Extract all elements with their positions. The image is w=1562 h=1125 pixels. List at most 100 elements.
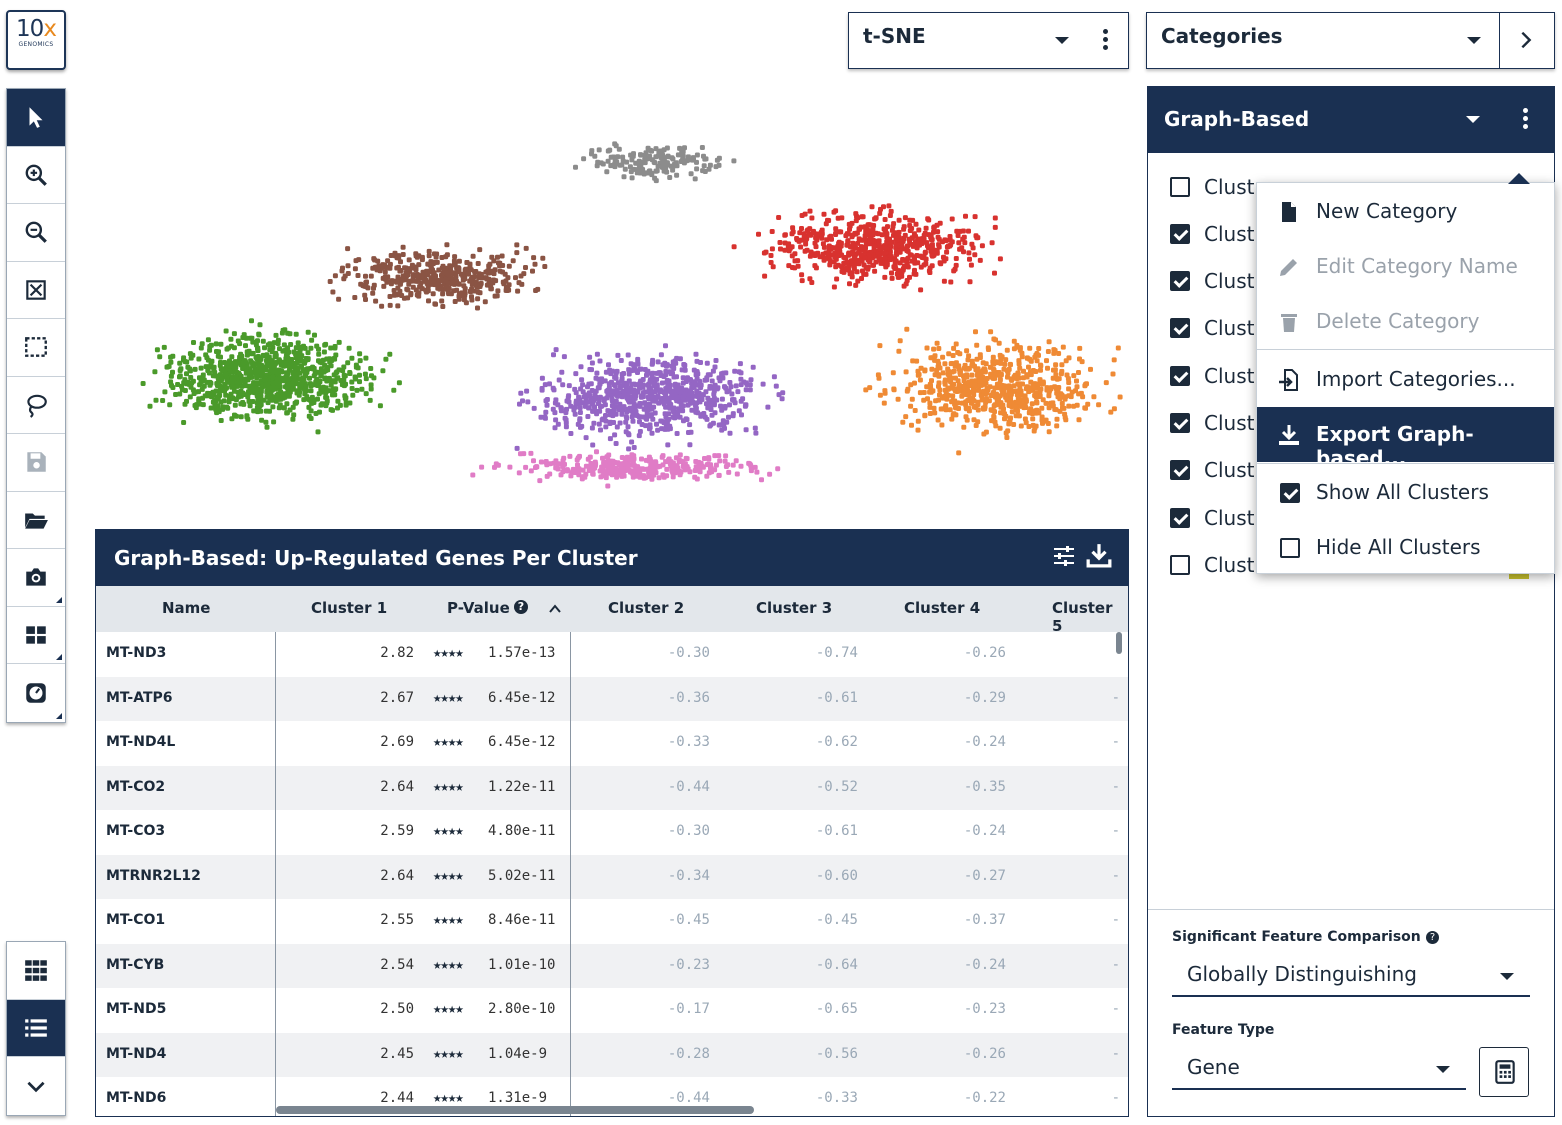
checkbox-icon	[1280, 538, 1300, 558]
cluster-2-value: -0.33	[667, 734, 710, 750]
cluster-item[interactable]: Clust	[1170, 551, 1254, 581]
table-body: MT-ND3 2.82 ★★★★ 1.57e-13 -0.30 -0.74 -0.26 MT-…	[96, 632, 1128, 1116]
fit-view-button[interactable]	[7, 262, 65, 319]
save-button[interactable]	[7, 434, 65, 492]
kebab-menu-icon[interactable]	[1523, 108, 1528, 132]
calculator-button[interactable]	[1479, 1047, 1529, 1097]
menu-export-graph-based[interactable]: Export Graph-based...	[1257, 407, 1554, 470]
menu-delete-category[interactable]: Delete Category	[1257, 294, 1554, 349]
import-icon	[1279, 369, 1298, 391]
lasso-select-button[interactable]	[7, 377, 65, 434]
col-cluster-4[interactable]: Cluster 4	[904, 599, 981, 617]
checkbox-checked-icon[interactable]	[1170, 413, 1190, 433]
checkbox-checked-icon[interactable]	[1170, 365, 1190, 386]
table-row[interactable]: MT-CO1 2.55 ★★★★ 8.46e-11 -0.45 -0.45 -0.37 -	[96, 899, 1128, 944]
menu-new-category[interactable]: New Category	[1257, 184, 1554, 239]
p-value: 8.46e-11	[488, 912, 556, 928]
panel-mode-dropdown[interactable]: Categories	[1146, 12, 1555, 69]
cluster-4-value: -0.24	[963, 734, 1006, 750]
table-row[interactable]: MT-ND4 2.45 ★★★★ 1.04e-9 -0.28 -0.56 -0.26 -	[96, 1032, 1128, 1077]
table-row[interactable]: MT-ND4L 2.69 ★★★★ 6.45e-12 -0.33 -0.62 -0.24 -	[96, 721, 1128, 766]
checkbox-checked-icon[interactable]	[1170, 271, 1190, 292]
menu-hide-all-clusters[interactable]: Hide All Clusters	[1257, 520, 1554, 575]
p-value: 2.80e-10	[488, 1001, 556, 1017]
open-folder-button[interactable]	[7, 492, 65, 549]
checkbox-checked-icon[interactable]	[1170, 460, 1190, 481]
camera-icon	[26, 568, 46, 586]
table-row[interactable]: MTRNR2L12 2.64 ★★★★ 5.02e-11 -0.34 -0.60 -0.27…	[96, 854, 1128, 899]
scatter-points	[140, 141, 1123, 489]
p-value: 1.31e-9	[488, 1090, 548, 1106]
cluster-item[interactable]: Clust	[1170, 173, 1254, 203]
file-icon	[1282, 202, 1296, 222]
table-row[interactable]: MT-ND5 2.50 ★★★★ 2.80e-10 -0.17 -0.65 -0.23 -	[96, 988, 1128, 1033]
rect-select-button[interactable]	[7, 319, 65, 377]
menu-import-categories[interactable]: Import Categories...	[1257, 352, 1554, 407]
cluster-item[interactable]: Clust	[1170, 315, 1254, 345]
vertical-scrollbar[interactable]	[1116, 632, 1122, 654]
cluster-3-value: -0.65	[815, 1001, 858, 1017]
help-icon[interactable]: ?	[1426, 931, 1439, 944]
tsne-scatter-plot[interactable]	[75, 130, 1135, 510]
checkbox-checked-icon[interactable]	[1170, 223, 1190, 244]
feature-type-select[interactable]: Gene	[1172, 1046, 1466, 1090]
sort-up-icon[interactable]	[548, 602, 562, 614]
cluster-1-value: 2.64	[380, 778, 414, 795]
col-cluster-1[interactable]: Cluster 1	[311, 599, 388, 617]
cluster-3-value: -0.61	[815, 823, 858, 839]
cluster-2-value: -0.44	[667, 1090, 710, 1106]
cluster-1-value: 2.44	[380, 1090, 414, 1106]
cluster-5-value: -	[1111, 1001, 1120, 1017]
table-row[interactable]: MT-ND3 2.82 ★★★★ 1.57e-13 -0.30 -0.74 -0.26	[96, 632, 1128, 677]
menu-show-all-clusters[interactable]: Show All Clusters	[1257, 465, 1554, 520]
table-row[interactable]: MT-ATP6 2.67 ★★★★ 6.45e-12 -0.36 -0.61 -0.29 -	[96, 676, 1128, 721]
gauge-button[interactable]	[7, 664, 65, 722]
projection-dropdown[interactable]: t-SNE	[848, 12, 1129, 69]
cluster-5-value: -	[1111, 734, 1120, 750]
horizontal-scrollbar[interactable]	[276, 1106, 754, 1114]
collapse-button[interactable]	[7, 1057, 65, 1115]
cluster-1-value: 2.69	[380, 734, 414, 750]
col-name[interactable]: Name	[162, 599, 211, 617]
zoom-out-button[interactable]	[7, 204, 65, 262]
col-pvalue[interactable]: P-Value	[447, 599, 510, 617]
cluster-item[interactable]: Clust	[1170, 504, 1254, 534]
checkbox-checked-icon[interactable]	[1170, 318, 1190, 339]
chevron-right-icon[interactable]	[1515, 29, 1537, 51]
significance-stars: ★★★★	[433, 1090, 464, 1106]
kebab-menu-icon[interactable]	[1103, 29, 1108, 53]
checkbox-icon[interactable]	[1170, 554, 1190, 575]
cluster-item[interactable]: Clust	[1170, 362, 1254, 392]
menu-edit-category[interactable]: Edit Category Name	[1257, 239, 1554, 294]
screenshot-button[interactable]	[7, 549, 65, 607]
submenu-corner-icon	[56, 654, 62, 660]
grid-view-button[interactable]	[7, 942, 65, 1000]
list-view-button[interactable]	[7, 999, 65, 1057]
comparison-select[interactable]: Globally Distinguishing	[1172, 953, 1530, 997]
filter-settings-icon[interactable]	[1051, 544, 1077, 568]
category-context-menu: New Category Edit Category Name Delete C…	[1256, 182, 1555, 574]
cluster-item[interactable]: Clust	[1170, 410, 1254, 440]
table-row[interactable]: MT-CO3 2.59 ★★★★ 4.80e-11 -0.30 -0.61 -0.24 -	[96, 810, 1128, 855]
table-row[interactable]: MT-CYB 2.54 ★★★★ 1.01e-10 -0.23 -0.64 -0.24 -	[96, 943, 1128, 988]
download-icon[interactable]	[1086, 542, 1112, 568]
col-cluster-3[interactable]: Cluster 3	[756, 599, 833, 617]
cluster-label: Clust	[1204, 316, 1255, 341]
layout-button[interactable]	[7, 607, 65, 664]
category-dropdown[interactable]: Graph-Based	[1148, 87, 1554, 153]
significance-stars: ★★★★	[433, 778, 464, 795]
pointer-tool-button[interactable]	[7, 89, 65, 147]
comparison-label: Significant Feature Comparison	[1172, 929, 1421, 945]
col-cluster-2[interactable]: Cluster 2	[608, 599, 685, 617]
zoom-in-button[interactable]	[7, 147, 65, 204]
cluster-item[interactable]: Clust	[1170, 457, 1254, 487]
col-cluster-5[interactable]: Cluster 5	[1052, 599, 1113, 635]
table-row[interactable]: MT-ND6 2.44 ★★★★ 1.31e-9 -0.44 -0.33 -0.22 -	[96, 1077, 1128, 1116]
table-row[interactable]: MT-CO2 2.64 ★★★★ 1.22e-11 -0.44 -0.52 -0.35 -	[96, 765, 1128, 810]
checkbox-checked-icon[interactable]	[1170, 507, 1190, 528]
cluster-1-value: 2.64	[380, 867, 414, 884]
cluster-item[interactable]: Clust	[1170, 268, 1254, 298]
help-icon[interactable]: ?	[514, 600, 528, 614]
checkbox-icon[interactable]	[1170, 176, 1190, 197]
cluster-item[interactable]: Clust	[1170, 220, 1254, 250]
